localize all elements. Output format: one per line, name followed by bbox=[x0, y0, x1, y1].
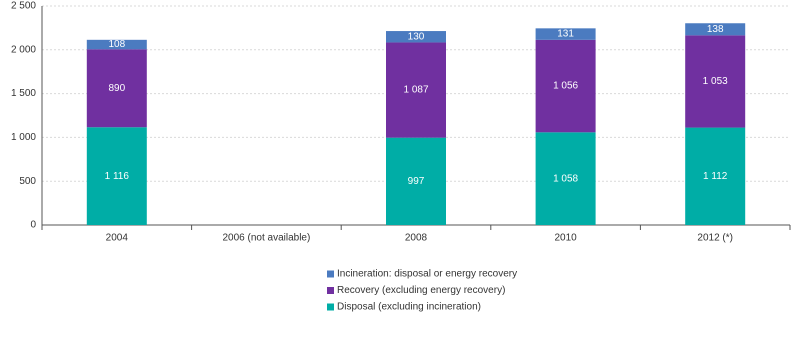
bar-segment bbox=[535, 28, 596, 40]
value-label: 1 112 bbox=[703, 171, 728, 182]
value-label: 1 058 bbox=[553, 173, 578, 184]
value-label: 997 bbox=[408, 176, 425, 187]
value-label: 890 bbox=[108, 83, 125, 94]
legend-swatch bbox=[327, 270, 334, 278]
y-tick-label: 2 000 bbox=[11, 44, 36, 55]
bar-segment bbox=[535, 39, 596, 133]
legend-label: Disposal (excluding incineration) bbox=[337, 302, 481, 313]
bar-segment bbox=[386, 31, 446, 43]
legend-label: Incineration: disposal or energy recover… bbox=[337, 269, 517, 280]
value-label: 138 bbox=[707, 24, 724, 35]
x-tick-label: 2008 bbox=[405, 233, 428, 244]
bar-segment bbox=[86, 49, 147, 128]
x-tick-label: 2012 (*) bbox=[697, 233, 733, 244]
bar-segment bbox=[386, 137, 446, 225]
y-tick-label: 0 bbox=[30, 220, 36, 231]
value-label: 1 087 bbox=[403, 85, 428, 96]
y-tick-label: 1 500 bbox=[11, 88, 36, 99]
value-label: 131 bbox=[557, 29, 574, 40]
y-tick-label: 500 bbox=[19, 176, 36, 187]
bar-segment bbox=[86, 39, 147, 50]
bar-segment bbox=[535, 132, 596, 225]
value-label: 108 bbox=[108, 39, 125, 50]
bar-segment bbox=[86, 127, 147, 225]
x-tick-label: 2010 bbox=[554, 233, 577, 244]
bar-segment bbox=[685, 23, 746, 36]
bar-segment bbox=[685, 35, 746, 128]
legend-label: Recovery (excluding energy recovery) bbox=[337, 285, 505, 296]
y-tick-label: 2 500 bbox=[11, 1, 36, 12]
bar-segment bbox=[386, 42, 446, 138]
legend-swatch bbox=[327, 287, 334, 294]
x-tick-label: 2004 bbox=[106, 233, 129, 244]
value-label: 130 bbox=[408, 31, 425, 42]
bar-segment bbox=[685, 127, 746, 225]
value-label: 1 116 bbox=[105, 171, 130, 182]
value-label: 1 056 bbox=[553, 81, 578, 92]
y-tick-label: 1 000 bbox=[11, 132, 36, 143]
value-label: 1 053 bbox=[703, 76, 728, 87]
x-tick-label: 2006 (not available) bbox=[222, 233, 310, 244]
legend-swatch bbox=[327, 303, 334, 311]
